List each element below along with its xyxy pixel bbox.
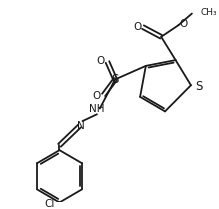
Text: Cl: Cl [45, 199, 55, 209]
Text: CH₃: CH₃ [201, 8, 217, 17]
Text: N: N [77, 121, 85, 131]
Text: S: S [111, 73, 119, 86]
Text: O: O [133, 22, 141, 32]
Text: NH: NH [89, 104, 105, 115]
Text: S: S [195, 80, 202, 93]
Text: O: O [93, 91, 101, 101]
Text: O: O [179, 19, 187, 29]
Text: O: O [97, 56, 105, 66]
